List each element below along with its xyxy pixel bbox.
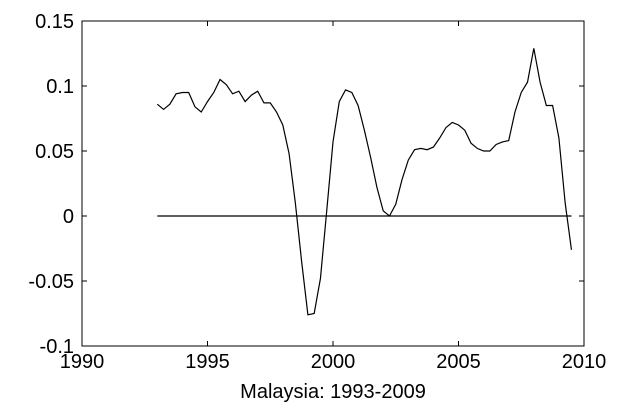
x-tick-label: 1995 xyxy=(185,351,230,373)
y-tick-label: -0.1 xyxy=(40,336,74,358)
y-tick-label: 0.05 xyxy=(35,141,74,163)
plot-frame xyxy=(81,20,585,347)
x-axis-label: Malaysia: 1993-2009 xyxy=(240,381,426,403)
y-tick-label: 0.15 xyxy=(35,11,74,33)
y-tick-label: 0 xyxy=(63,206,74,228)
x-tick-label: 1990 xyxy=(60,351,105,373)
x-tick-label: 2010 xyxy=(562,351,607,373)
y-tick-label: 0.1 xyxy=(46,76,74,98)
data-line xyxy=(156,48,573,316)
x-tick-label: 2000 xyxy=(311,351,356,373)
x-tick-label: 2005 xyxy=(436,351,481,373)
y-tick-label: -0.05 xyxy=(28,271,74,293)
